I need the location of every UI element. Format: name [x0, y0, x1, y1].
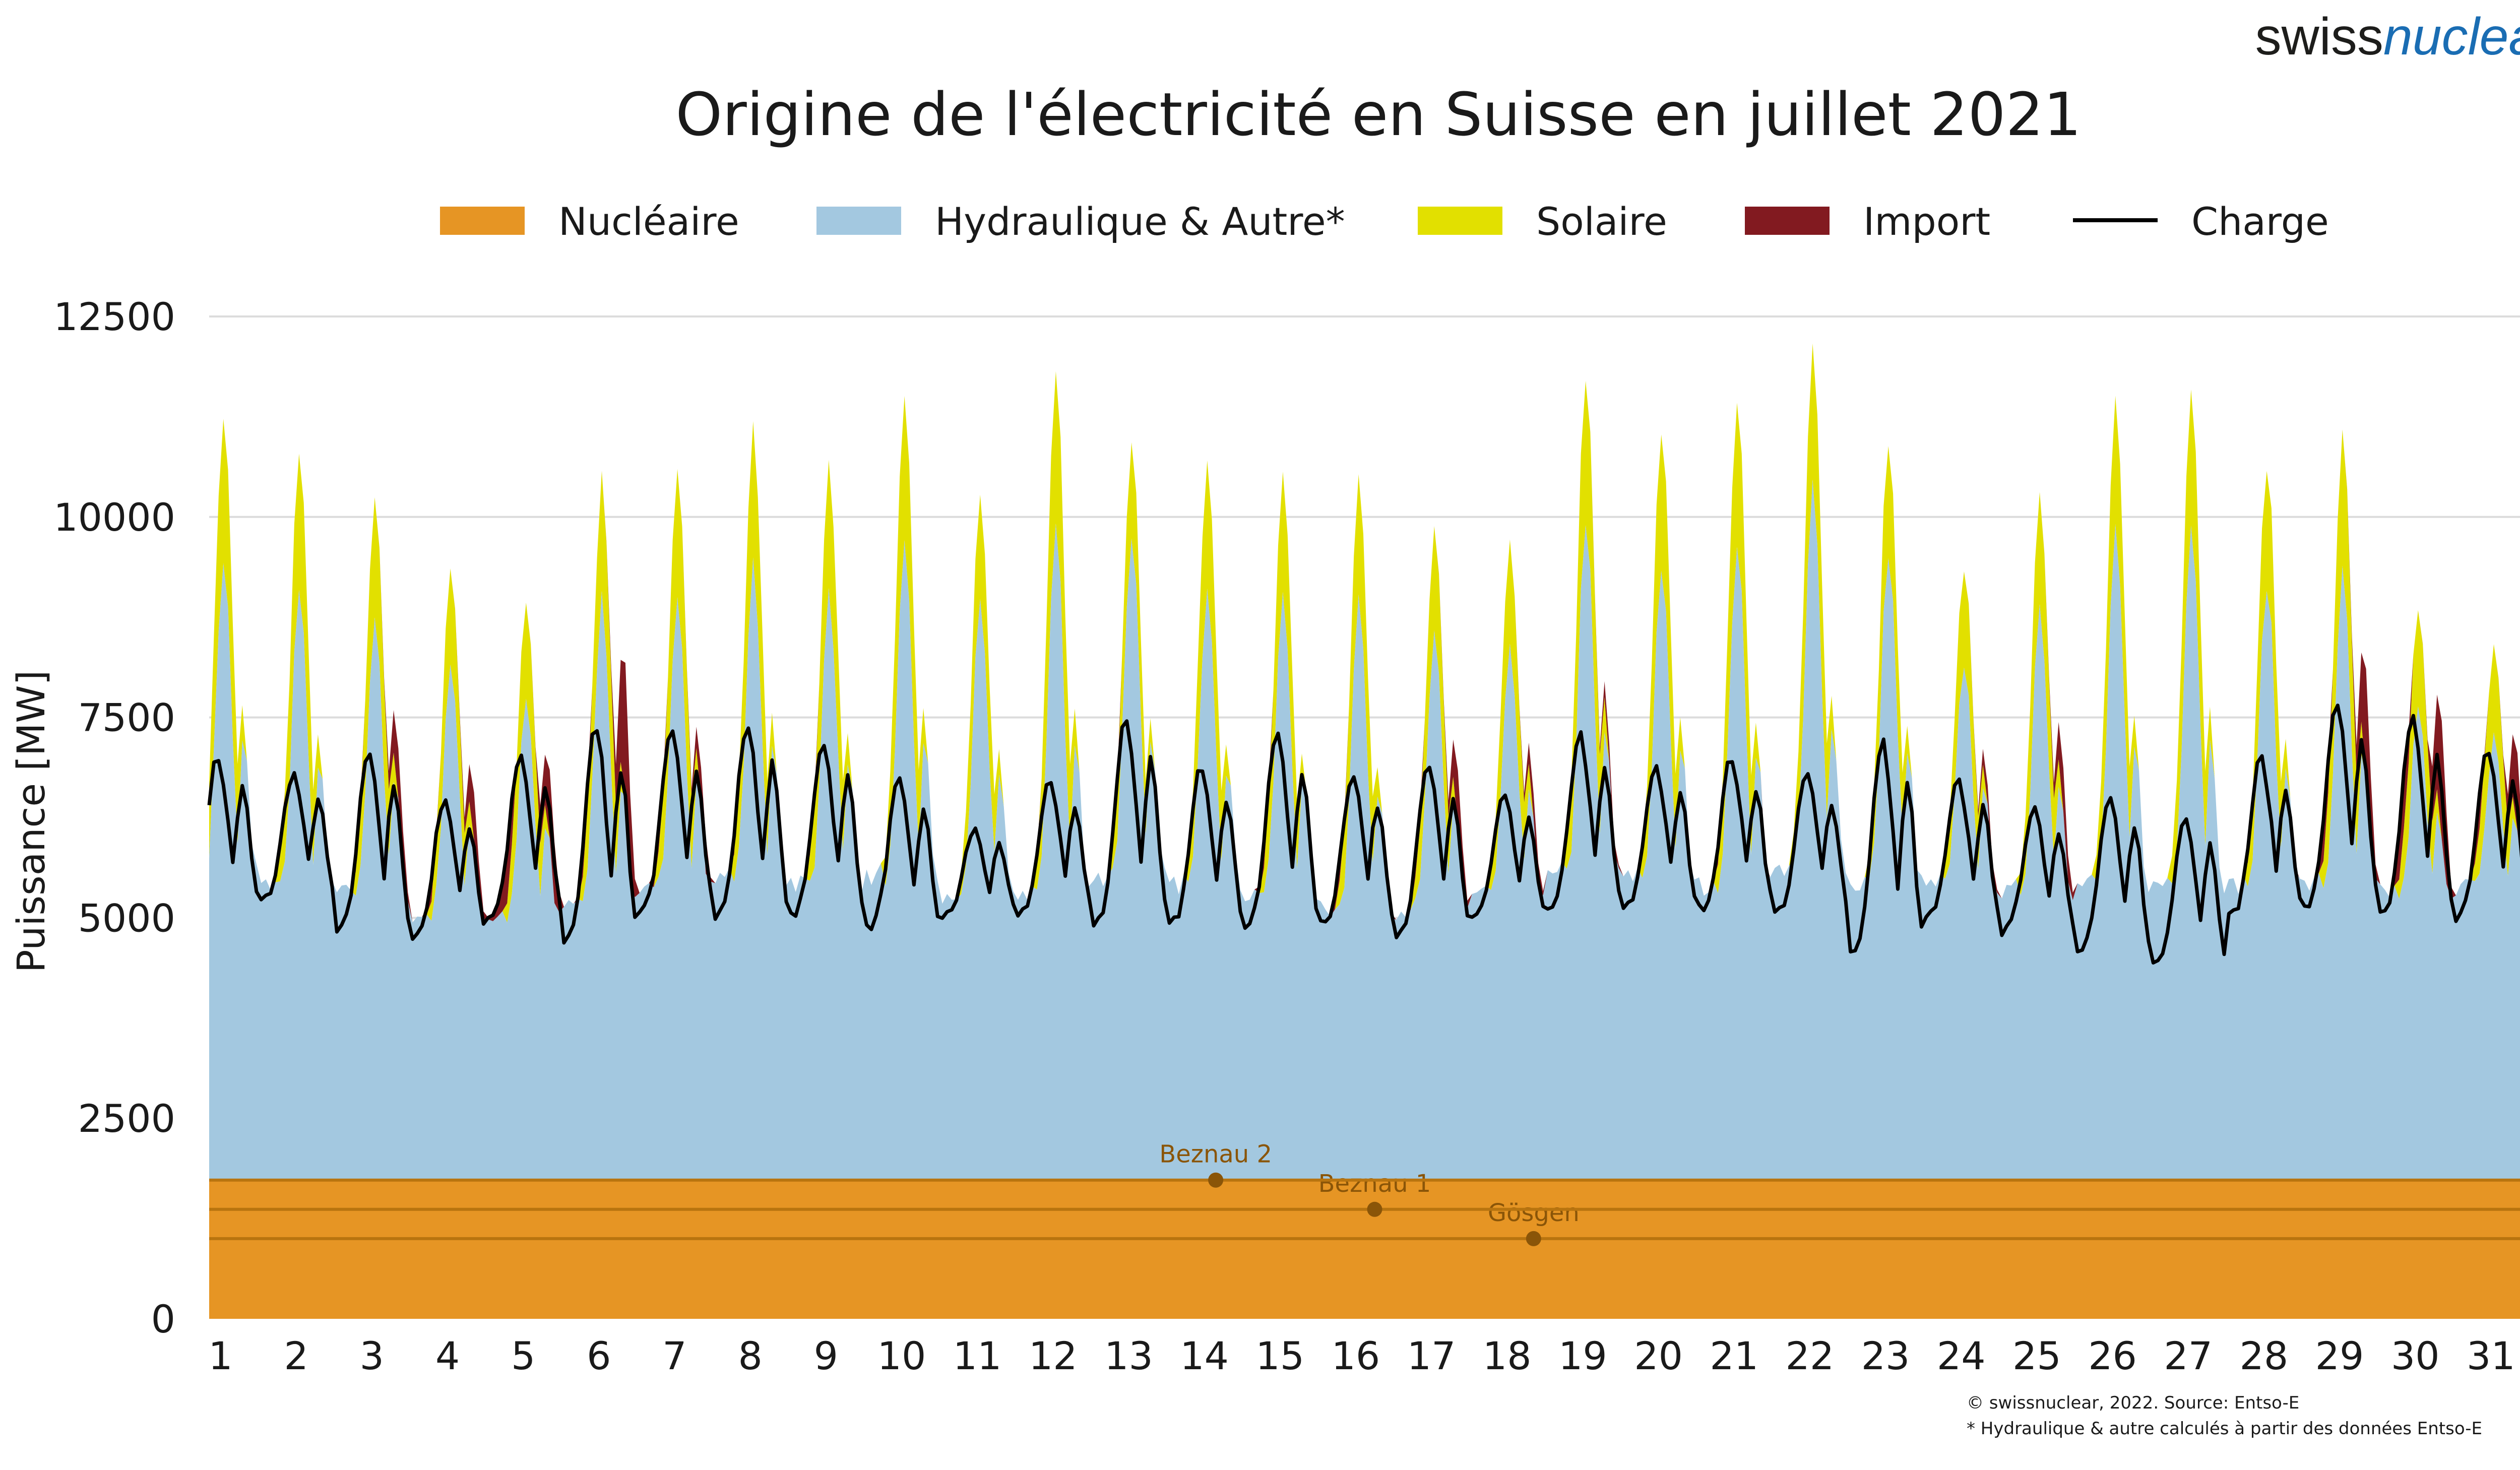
- y-tick-label: 10000: [53, 495, 175, 540]
- legend-swatch-nucleaire: [440, 207, 525, 235]
- x-tick-label: 30: [2391, 1333, 2440, 1378]
- nuclear-unit-marker: [1367, 1201, 1382, 1217]
- x-tick-label: 26: [2088, 1333, 2137, 1378]
- y-tick-label: 0: [151, 1297, 175, 1341]
- x-tick-label: 28: [2240, 1333, 2289, 1378]
- x-tick-label: 25: [2012, 1333, 2061, 1378]
- load-line: [207, 704, 2520, 965]
- hydro-area: [209, 479, 2520, 1180]
- x-tick-label: 22: [1786, 1333, 1835, 1378]
- x-tick-label: 1: [208, 1333, 232, 1378]
- x-tick-label: 6: [587, 1333, 611, 1378]
- legend-label-hydraulique: Hydraulique & Autre*: [935, 199, 1345, 244]
- x-tick-label: 5: [511, 1333, 535, 1378]
- legend-label-import: Import: [1863, 199, 1990, 244]
- x-tick-label: 14: [1180, 1333, 1229, 1378]
- legend: Nucléaire Hydraulique & Autre* Solaire I…: [440, 199, 2329, 244]
- plot-area: [207, 343, 2520, 1319]
- logo-part-nuclear: nuclear: [2383, 8, 2520, 66]
- nuclear-unit-label: Beznau 2: [1159, 1140, 1272, 1169]
- legend-label-nucleaire: Nucléaire: [558, 199, 739, 244]
- footnote-source: © swissnuclear, 2022. Source: Entso-E: [1967, 1393, 2299, 1413]
- x-tick-label: 18: [1483, 1333, 1532, 1378]
- x-tick-label: 27: [2164, 1333, 2213, 1378]
- logo-part-swiss: swiss: [2255, 8, 2383, 66]
- legend-swatch-solaire: [1418, 207, 1502, 235]
- x-tick-label: 4: [435, 1333, 460, 1378]
- legend-label-charge: Charge: [2191, 199, 2329, 244]
- x-tick-label: 24: [1937, 1333, 1986, 1378]
- legend-item-import[interactable]: Import: [1745, 199, 1990, 244]
- y-tick-label: 7500: [78, 695, 175, 740]
- x-tick-label: 23: [1861, 1333, 1910, 1378]
- y-tick-label: 12500: [53, 294, 175, 339]
- nuclear-unit-label: Beznau 1: [1318, 1170, 1431, 1198]
- x-tick-label: 19: [1558, 1333, 1607, 1378]
- x-tick-label: 13: [1104, 1333, 1153, 1378]
- x-tick-label: 11: [953, 1333, 1002, 1378]
- solar-area: [209, 343, 2520, 923]
- legend-item-charge[interactable]: Charge: [2073, 199, 2329, 244]
- nuclear-units: Gösgen Beznau 1 Beznau 2: [209, 1140, 2520, 1246]
- x-tick-label: 3: [360, 1333, 384, 1378]
- x-tick-label: 29: [2315, 1333, 2364, 1378]
- legend-label-solaire: Solaire: [1536, 199, 1667, 244]
- y-tick-label: 2500: [78, 1096, 175, 1141]
- logo: swissnuclear: [2255, 8, 2520, 66]
- legend-item-solaire[interactable]: Solaire: [1418, 199, 1667, 244]
- x-tick-label: 9: [814, 1333, 838, 1378]
- y-tick-label: 5000: [78, 896, 175, 940]
- x-tick-label: 17: [1407, 1333, 1456, 1378]
- nuclear-unit-label: Gösgen: [1488, 1199, 1580, 1227]
- nuclear-unit-marker: [1526, 1231, 1541, 1246]
- x-tick-label: 2: [284, 1333, 308, 1378]
- x-tick-label: 7: [662, 1333, 686, 1378]
- legend-item-hydraulique[interactable]: Hydraulique & Autre*: [816, 199, 1345, 244]
- legend-swatch-import: [1745, 207, 1830, 235]
- footnote-hydro: * Hydraulique & autre calculés à partir …: [1967, 1419, 2482, 1439]
- x-tick-label: 15: [1255, 1333, 1304, 1378]
- x-tick-label: 31: [2467, 1333, 2515, 1378]
- x-tick-label: 20: [1634, 1333, 1683, 1378]
- x-tick-label: 10: [877, 1333, 926, 1378]
- chart-title: Origine de l'électricité en Suisse en ju…: [675, 80, 2081, 149]
- legend-item-nucleaire[interactable]: Nucléaire: [440, 199, 739, 244]
- legend-swatch-hydraulique: [816, 207, 901, 235]
- y-axis-label: Puissance [MW]: [9, 670, 53, 973]
- x-tick-label: 16: [1332, 1333, 1380, 1378]
- x-tick-label: 12: [1029, 1333, 1078, 1378]
- x-tick-label: 8: [738, 1333, 762, 1378]
- x-tick-label: 21: [1710, 1333, 1758, 1378]
- nuclear-area: [209, 1180, 2520, 1319]
- nuclear-unit-marker: [1208, 1172, 1224, 1188]
